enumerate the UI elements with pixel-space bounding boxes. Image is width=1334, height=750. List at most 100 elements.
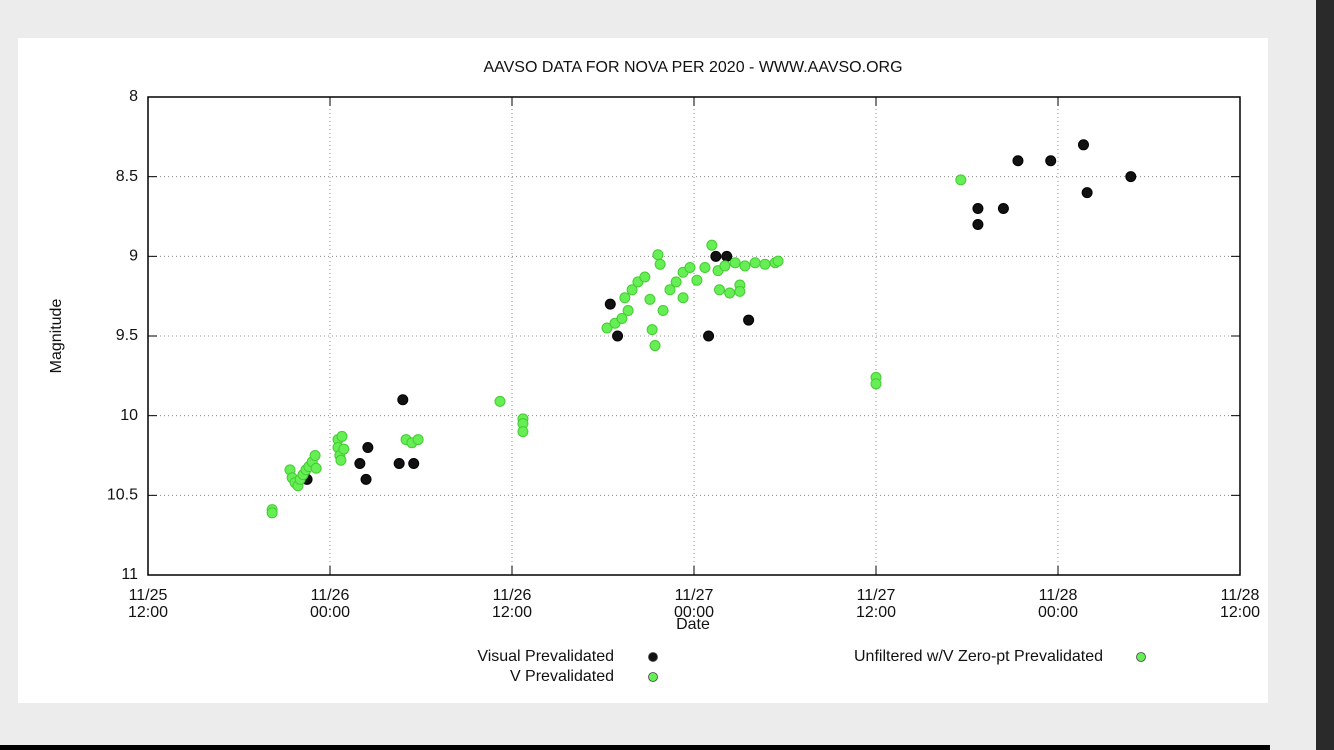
point: [729, 257, 741, 269]
point: [310, 462, 322, 474]
y-axis-label: Magnitude: [48, 299, 65, 374]
legend-label: Unfiltered w/V Zero-pt Prevalidated: [854, 648, 1103, 665]
point: [360, 473, 372, 485]
point: [266, 507, 278, 519]
point: [619, 292, 631, 304]
legend-label: Visual Prevalidated: [477, 648, 614, 665]
point: [706, 239, 718, 251]
point: [408, 457, 420, 469]
point: [1045, 155, 1057, 167]
point: [652, 249, 664, 261]
point: [309, 450, 321, 461]
x-tick-label-line: 11/28: [1221, 587, 1260, 604]
panel: [18, 38, 1268, 703]
point: [997, 203, 1009, 215]
point: [724, 287, 736, 299]
scrollbar: [1316, 0, 1334, 750]
point: [670, 276, 682, 288]
x-tick-label-line: 11/26: [493, 587, 532, 604]
point: [677, 292, 689, 304]
point: [1077, 139, 1089, 151]
x-tick-label: 11/28 12:00: [1220, 587, 1260, 621]
point: [338, 443, 350, 455]
legend-swatch: [648, 652, 658, 662]
y-tick-label: 9: [129, 248, 138, 265]
x-tick-label-line: 12:00: [1220, 604, 1260, 621]
legend-swatch: [1136, 652, 1146, 662]
point: [604, 298, 616, 310]
y-tick-label: 10.5: [107, 487, 138, 504]
point: [397, 394, 409, 406]
point: [955, 174, 967, 186]
point: [664, 284, 676, 296]
point: [972, 203, 984, 215]
point: [622, 305, 634, 317]
x-tick-label: 11/27 12:00: [856, 587, 896, 621]
point: [870, 378, 882, 390]
point: [336, 430, 348, 442]
y-tick-label: 9.5: [116, 327, 138, 344]
x-tick-label-line: 11/28: [1039, 587, 1078, 604]
y-tick-label: 8: [129, 88, 138, 105]
point: [1081, 187, 1093, 199]
point: [362, 442, 374, 454]
x-tick-label-line: 12:00: [492, 604, 532, 621]
plot-frame: [147, 96, 1241, 576]
point: [734, 285, 746, 297]
x-tick-label: 11/25 12:00: [128, 587, 168, 621]
point: [703, 330, 715, 342]
x-tick-label-line: 00:00: [1038, 604, 1078, 621]
point: [601, 322, 613, 334]
x-tick-label: 11/28 00:00: [1038, 587, 1078, 621]
point: [517, 426, 529, 438]
point: [393, 457, 405, 469]
point: [743, 314, 755, 326]
y-tick-label: 11: [121, 566, 138, 583]
x-tick-label-line: 11/27: [675, 587, 714, 604]
chart-title: AAVSO DATA FOR NOVA PER 2020 - WWW.AAVSO…: [483, 59, 902, 76]
x-tick-label: 11/26 12:00: [492, 587, 532, 621]
x-tick-label-line: 11/25: [129, 587, 168, 604]
y-tick-label: 8.5: [116, 168, 138, 185]
x-tick-label-line: 11/26: [311, 587, 350, 604]
x-tick-label: 11/27 00:00: [674, 587, 714, 621]
y-tick-label: 10: [120, 407, 138, 424]
point: [710, 250, 722, 262]
point: [772, 255, 784, 267]
x-axis-label: Date: [676, 616, 710, 633]
legend-swatch: [648, 672, 658, 682]
point: [657, 305, 669, 317]
point: [691, 274, 703, 286]
point: [639, 271, 651, 283]
point: [684, 261, 696, 273]
x-tick-label: 11/26 00:00: [310, 587, 350, 621]
point: [644, 293, 656, 305]
x-tick-label-line: 12:00: [128, 604, 168, 621]
point: [972, 218, 984, 230]
point: [713, 284, 725, 296]
point: [721, 250, 733, 262]
point: [1012, 155, 1024, 167]
point: [749, 257, 761, 269]
point: [612, 330, 624, 342]
point: [354, 457, 366, 469]
point: [739, 260, 751, 272]
point: [494, 395, 506, 407]
point: [649, 340, 661, 352]
point: [646, 324, 658, 336]
point: [335, 454, 347, 466]
x-tick-label-line: 12:00: [856, 604, 896, 621]
point: [412, 434, 424, 446]
point: [626, 284, 638, 296]
point: [616, 312, 628, 324]
legend-label: V Prevalidated: [510, 668, 614, 685]
x-tick-label-line: 00:00: [310, 604, 350, 621]
point: [759, 258, 771, 270]
x-tick-label-line: 00:00: [674, 604, 714, 621]
x-tick-label-line: 11/27: [857, 587, 896, 604]
point: [699, 261, 711, 273]
point: [654, 258, 666, 270]
point: [1125, 171, 1137, 183]
